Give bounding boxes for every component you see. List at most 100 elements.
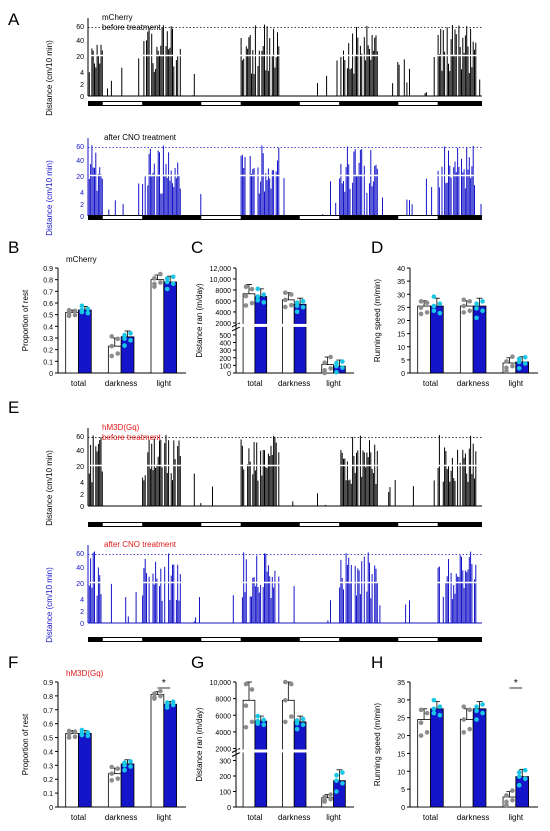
data-point [431, 706, 437, 712]
y-axis-label: Distance ran (m/day) [195, 283, 204, 358]
data-point [322, 794, 327, 800]
data-point [461, 730, 467, 735]
y-tick-label: 10 [397, 345, 405, 352]
data-point [170, 274, 176, 280]
bar [150, 279, 165, 374]
y-axis-label: Distance (cm/10 min) [45, 160, 54, 236]
data-point [289, 292, 294, 297]
y-axis-label: Distance (cm/10 min) [45, 450, 54, 526]
bar [417, 305, 431, 374]
x-tick-label: darkness [105, 379, 137, 388]
data-point [340, 365, 345, 370]
data-point [66, 307, 72, 313]
data-point [283, 679, 288, 685]
data-point [283, 290, 288, 296]
light-phase-segment [201, 638, 241, 641]
x-tick-label: darkness [105, 813, 137, 822]
y-tick-label: 60 [76, 434, 84, 441]
data-point [261, 717, 267, 723]
bar [163, 703, 178, 808]
data-point [522, 361, 528, 366]
y-tick-label: 8000 [215, 288, 231, 295]
data-point [522, 776, 528, 782]
activity-trace [87, 145, 482, 216]
data-point [467, 707, 473, 713]
data-point [289, 302, 294, 308]
data-point [152, 696, 157, 701]
y-tick-label: 100 [219, 790, 231, 797]
light-phase-segment [201, 102, 241, 105]
y-tick-label: 2 [80, 82, 84, 89]
data-point [322, 799, 327, 804]
y-tick-label: 0.9 [43, 266, 53, 273]
data-point [128, 331, 133, 336]
light-phase-segment [299, 523, 340, 526]
data-point [115, 766, 121, 771]
y-axis-label: Distance ran (m/day) [195, 707, 204, 782]
data-point [79, 309, 85, 315]
data-point [261, 722, 267, 728]
x-tick-label: total [247, 379, 262, 388]
data-point [122, 762, 127, 768]
y-tick-label: 6000 [215, 299, 231, 306]
y-tick-label: 25 [397, 716, 405, 723]
light-phase-segment [299, 638, 340, 641]
data-point [480, 710, 485, 716]
x-tick-label: total [247, 813, 262, 822]
light-phase-segment [398, 523, 438, 526]
y-tick-label: 0.4 [43, 749, 53, 756]
data-point [461, 310, 467, 315]
y-tick-label: 60 [76, 144, 84, 151]
y-axis-label: Running speed (m/min) [373, 703, 382, 786]
data-point [170, 702, 176, 708]
y-tick-label: 4000 [215, 730, 231, 737]
y-tick-label: 4 [80, 597, 84, 604]
y-tick-label: 0 [80, 504, 84, 511]
data-point [516, 782, 522, 788]
bar [282, 299, 295, 374]
x-tick-label: light [508, 813, 523, 822]
y-tick-label: 0 [227, 805, 231, 812]
data-point [418, 720, 424, 726]
data-point [72, 308, 78, 314]
activity-trace [87, 435, 477, 506]
data-point [158, 693, 163, 699]
y-tick-label: 0.6 [43, 722, 53, 729]
bar [78, 309, 92, 374]
y-tick-label: 0 [49, 805, 53, 812]
data-point [164, 286, 170, 292]
data-point [79, 727, 85, 733]
data-point [504, 799, 509, 805]
data-point [461, 297, 467, 303]
data-point [340, 359, 345, 364]
data-point [109, 334, 115, 339]
data-point [152, 275, 157, 281]
y-tick-label: 40 [76, 448, 84, 455]
data-point [431, 697, 437, 703]
y-tick-label: 40 [76, 565, 84, 572]
y-tick-label: 0.6 [43, 301, 53, 308]
data-point [516, 359, 522, 365]
data-point [79, 732, 85, 738]
light-phase-segment [398, 638, 438, 641]
y-tick-label: 2 [80, 609, 84, 616]
y-tick-label: 0 [227, 371, 231, 378]
y-tick-label: 0.3 [43, 336, 53, 343]
data-point [109, 343, 115, 349]
data-point [474, 704, 479, 709]
data-point [340, 770, 345, 775]
data-point [261, 300, 267, 305]
data-point [122, 332, 127, 338]
data-point [437, 301, 443, 307]
data-point [474, 306, 479, 311]
bar [65, 311, 79, 374]
data-point [164, 705, 170, 710]
data-point [243, 284, 249, 290]
light-dark-bar [88, 637, 482, 642]
panel-letter-c: C [191, 238, 203, 257]
data-point [418, 733, 424, 738]
y-tick-label: 12,000 [210, 266, 232, 273]
data-point [255, 286, 261, 292]
significance-star: * [162, 678, 166, 689]
